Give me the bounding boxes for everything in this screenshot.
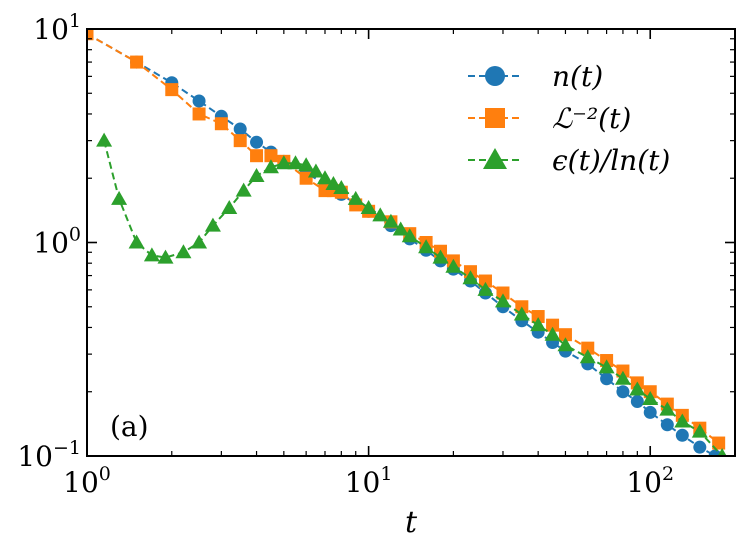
data-point	[642, 390, 659, 405]
data-point	[175, 244, 192, 259]
data-point	[630, 394, 644, 408]
data-point	[401, 228, 418, 243]
data-point	[157, 249, 174, 264]
data-point	[392, 221, 409, 236]
data-point	[233, 122, 247, 136]
data-point	[262, 159, 279, 174]
data-point	[477, 281, 494, 296]
legend: n(t) ℒ⁻²(t) ϵ(t)/ln(t)	[468, 60, 670, 177]
data-point	[659, 401, 676, 416]
data-point	[233, 134, 247, 148]
data-point	[287, 155, 304, 170]
legend-label: n(t)	[552, 60, 603, 93]
data-point	[372, 207, 389, 222]
data-point	[235, 182, 252, 197]
data-point	[616, 385, 630, 399]
data-point	[558, 328, 572, 342]
data-point	[693, 440, 707, 454]
y-tick-label: 10−1	[17, 437, 81, 473]
data-point	[360, 200, 377, 215]
series-layer	[87, 29, 727, 456]
data-point	[660, 418, 674, 432]
data-point	[192, 94, 206, 108]
legend-item: n(t)	[468, 60, 603, 93]
data-point	[111, 190, 128, 205]
data-point	[143, 247, 160, 262]
data-point	[546, 318, 560, 332]
series-2	[87, 29, 726, 450]
data-point	[130, 55, 144, 69]
data-point	[214, 117, 228, 131]
data-point	[614, 370, 631, 385]
data-point	[712, 436, 726, 450]
y-tick-label: 101	[33, 10, 81, 46]
legend-marker	[483, 148, 507, 169]
data-point	[579, 349, 596, 364]
data-point	[165, 83, 179, 97]
data-point	[191, 234, 208, 249]
x-tick-label: 101	[345, 463, 393, 499]
data-point	[717, 448, 727, 456]
x-axis-title: t	[405, 505, 418, 540]
series-line	[103, 140, 723, 456]
data-point	[418, 239, 435, 254]
data-point	[192, 107, 206, 121]
data-point	[581, 341, 595, 355]
legend-label: ϵ(t)/ln(t)	[552, 144, 670, 177]
data-point	[250, 149, 264, 163]
data-point	[478, 274, 492, 288]
data-point	[557, 337, 574, 352]
data-point	[248, 167, 265, 182]
data-point	[674, 413, 691, 428]
data-point	[530, 317, 547, 332]
data-point	[307, 163, 324, 178]
data-point	[204, 217, 221, 232]
data-point	[333, 179, 350, 194]
data-point	[496, 286, 510, 300]
data-point	[298, 157, 315, 172]
data-point	[250, 135, 264, 149]
legend-marker	[485, 66, 505, 86]
legend-marker	[485, 108, 505, 128]
x-tick-label: 100	[63, 463, 111, 499]
data-point	[643, 405, 657, 419]
panel-label: (a)	[110, 410, 149, 443]
data-point	[87, 29, 94, 41]
data-point	[531, 310, 545, 324]
data-point	[382, 213, 399, 228]
data-point	[432, 249, 449, 264]
data-point	[513, 306, 530, 321]
data-point	[675, 428, 689, 442]
data-point	[221, 200, 238, 215]
y-tick-label: 100	[33, 224, 81, 260]
data-point	[691, 423, 708, 438]
x-tick-label: 102	[626, 463, 674, 499]
data-point	[494, 293, 511, 308]
data-point	[275, 155, 292, 170]
legend-label: ℒ⁻²(t)	[552, 102, 631, 135]
legend-item: ϵ(t)/ln(t)	[468, 144, 670, 177]
data-point	[600, 372, 614, 386]
data-point	[264, 149, 278, 163]
data-point	[128, 234, 145, 249]
data-point	[325, 175, 342, 190]
data-point	[598, 359, 615, 374]
data-point	[316, 170, 333, 185]
data-point	[629, 381, 646, 396]
data-point	[96, 132, 113, 147]
legend-item: ℒ⁻²(t)	[468, 102, 631, 135]
data-point	[347, 190, 364, 205]
data-point	[462, 270, 479, 285]
series-3	[96, 132, 727, 456]
data-point	[708, 449, 722, 456]
data-point	[445, 258, 462, 273]
data-point	[544, 326, 561, 341]
